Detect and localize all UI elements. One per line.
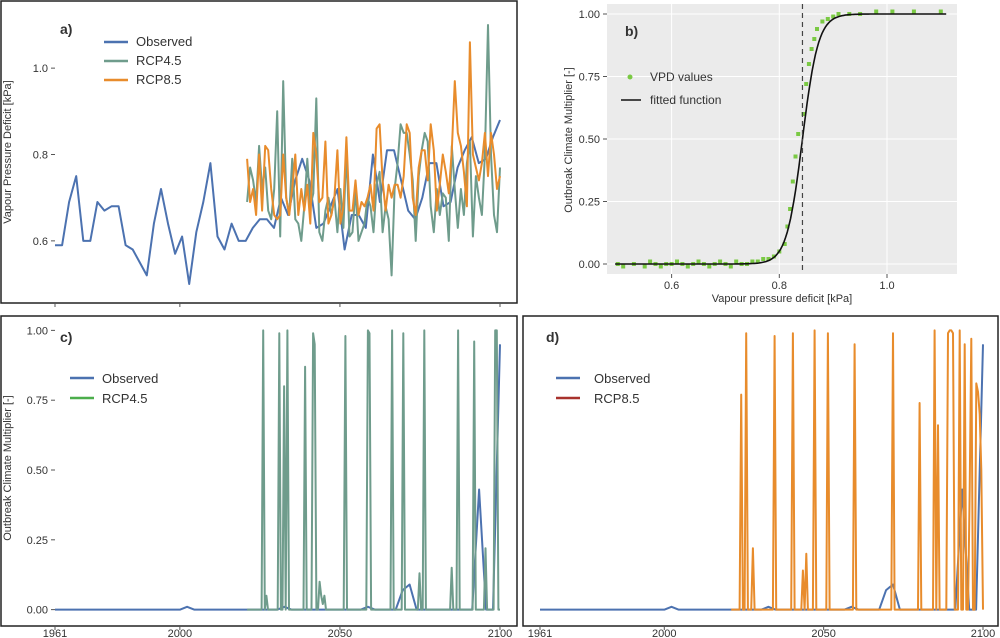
- panel-b-ytick-label-2: 0.50: [579, 134, 600, 146]
- panel-b-ytick-label-4: 1.00: [579, 9, 600, 21]
- legend-d-rcp85-label: RCP8.5: [594, 391, 640, 406]
- legend-c-rcp45-label: RCP4.5: [102, 391, 148, 406]
- panel-b-point-20: [734, 259, 739, 264]
- panel-c-xtick-label-3: 2100: [488, 628, 512, 638]
- panel-b-point-9: [675, 259, 679, 264]
- panel-b-point-6: [658, 264, 663, 269]
- panel-b-point-4: [648, 259, 653, 264]
- panel-a-series-rcp85-line: [246, 41, 501, 225]
- panel-b-xtick-label-1: 0.8: [772, 280, 787, 292]
- panel-c-legend: Observed RCP4.5: [70, 371, 158, 406]
- panel-a-ytick-label-1: 0.8: [33, 150, 48, 162]
- panel-b-point-36: [804, 82, 809, 86]
- panel-b-point-39: [812, 37, 817, 41]
- panel-b-point-25: [761, 257, 766, 261]
- panel-b-xtick-label-2: 1.0: [879, 280, 894, 292]
- panel-a-ytick-label-2: 1.0: [33, 63, 48, 75]
- panel-b-point-42: [825, 17, 830, 21]
- panel-b-label: b): [625, 23, 638, 39]
- panel-c-xtick-label-1: 2000: [168, 628, 192, 638]
- panel-c-frame: [0, 315, 518, 627]
- panel-b-point-40: [815, 27, 819, 31]
- panel-a-y-axis-title: Vapour Pressure Deficit [kPa]: [2, 80, 14, 223]
- panel-b-point-3: [642, 264, 647, 269]
- panel-d-xtick-label-3: 2100: [971, 628, 995, 638]
- panel-d-series-rcp85-line: [731, 329, 984, 611]
- panel-b-point-50: [938, 9, 943, 14]
- panel-b-point-11: [685, 264, 690, 269]
- panel-a-series-observed-line: [55, 119, 501, 285]
- panel-b-point-15: [707, 264, 712, 269]
- panel-c-plot: 0.00 0.25 0.50 0.75 1.00 1961 2000 2050 2100: [27, 325, 513, 638]
- panel-c-y-axis-title: Outbreak Climate Multiplier [-]: [2, 395, 14, 541]
- panel-b-point-31: [788, 207, 793, 211]
- panel-b-point-34: [796, 132, 801, 136]
- panel-b-point-37: [806, 62, 811, 66]
- panel-b-point-19: [728, 264, 733, 269]
- panel-d-legend: Observed RCP8.5: [556, 371, 650, 406]
- panel-b-point-41: [820, 19, 825, 24]
- panel-a-label: a): [60, 21, 72, 37]
- panel-b-point-17: [718, 259, 723, 264]
- panel-c-ytick-label-0: 0.00: [27, 605, 48, 617]
- panel-c-ytick-label-1: 0.25: [27, 535, 48, 547]
- panel-b-point-23: [750, 259, 755, 264]
- legend-a-observed-label: Observed: [136, 34, 192, 49]
- panel-c-label: c): [60, 329, 72, 345]
- panel-b-xtick-label-0: 0.6: [664, 280, 679, 292]
- panel-b-point-48: [890, 9, 895, 14]
- legend-b-fit-label: fitted function: [650, 93, 721, 107]
- panel-c-ytick-label-4: 1.00: [27, 325, 48, 337]
- legend-a-rcp85-label: RCP8.5: [136, 72, 182, 87]
- panel-c-xtick-label-0: 1961: [43, 628, 67, 638]
- panel-b-ytick-label-3: 0.75: [579, 72, 600, 84]
- panel-c-ytick-label-2: 0.50: [27, 465, 48, 477]
- legend-c-observed-label: Observed: [102, 371, 158, 386]
- panel-a-ytick-label-0: 0.6: [33, 236, 48, 248]
- panel-c-series-rcp45-line: [247, 329, 500, 611]
- panel-c-ytick-label-3: 0.75: [27, 395, 48, 407]
- panel-d-xtick-label-0: 1961: [528, 628, 552, 638]
- panel-b-point-35: [801, 112, 806, 116]
- panel-d-plot: 1961 2000 2050 2100: [528, 329, 995, 638]
- panel-b-point-26: [766, 257, 771, 261]
- panel-b-plot: 0.00 0.25 0.50 0.75 1.00 0.6 0.8 1.0: [579, 4, 957, 292]
- panel-d-frame: [522, 315, 999, 627]
- panel-c-xtick-label-2: 2050: [328, 628, 352, 638]
- panel-b-point-1: [621, 264, 626, 269]
- panel-b-point-43: [831, 14, 836, 19]
- panel-b-x-axis-title: Vapour pressure deficit [kPa]: [712, 293, 852, 305]
- panel-b-point-49: [911, 9, 916, 14]
- panel-b-fitted-function-line: [615, 13, 947, 265]
- panel-b-legend: VPD values fitted function: [621, 70, 721, 107]
- legend-a-rcp45-label: RCP4.5: [136, 53, 182, 68]
- panel-a-legend: Observed RCP4.5 RCP8.5: [104, 34, 192, 87]
- panel-d-xtick-label-2: 2050: [811, 628, 835, 638]
- panel-d-xtick-label-1: 2000: [652, 628, 676, 638]
- legend-b-points-label: VPD values: [650, 70, 713, 84]
- panel-b-point-29: [782, 242, 787, 246]
- panel-b-point-30: [785, 224, 790, 229]
- panel-b-point-47: [874, 9, 879, 14]
- legend-d-observed-label: Observed: [594, 371, 650, 386]
- panel-b-point-33: [793, 154, 798, 159]
- legend-b-points-swatch: [627, 74, 633, 80]
- panel-a-plot: 0.6 0.8 1.0: [33, 24, 501, 307]
- panel-b-point-13: [696, 259, 701, 264]
- panel-b-point-38: [809, 47, 814, 51]
- panel-b-ytick-label-0: 0.00: [579, 259, 600, 271]
- panel-b-ytick-label-1: 0.25: [579, 197, 600, 209]
- panel-b-point-44: [836, 12, 841, 16]
- panel-b-point-24: [755, 259, 760, 264]
- panel-d-label: d): [546, 329, 559, 345]
- panel-b-y-axis-title: Outbreak Climate Multiplier [-]: [563, 67, 575, 213]
- panel-b-point-32: [790, 179, 795, 184]
